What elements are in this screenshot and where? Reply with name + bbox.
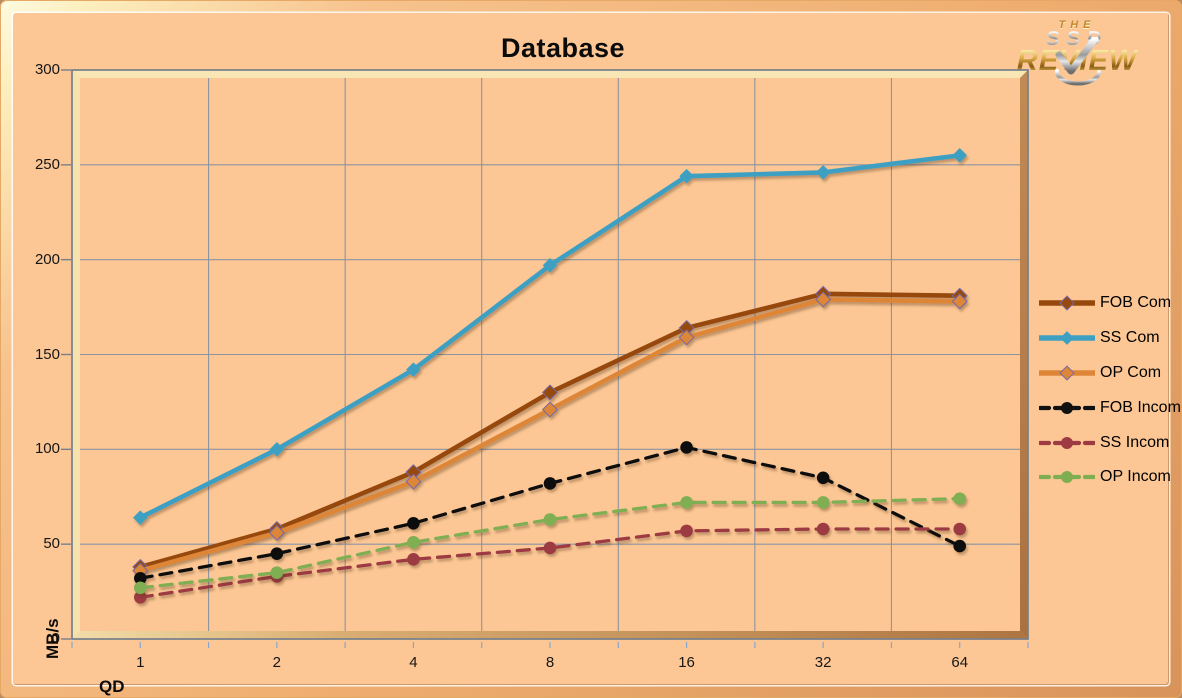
- x-tick-label: 2: [272, 654, 282, 671]
- series-fob-incom: [133, 441, 967, 585]
- x-tick-label: 16: [678, 654, 695, 671]
- legend-swatch: [1039, 401, 1095, 414]
- series-op-com: [132, 291, 968, 579]
- series-marker: [407, 535, 420, 549]
- x-tick-label: 4: [409, 654, 418, 671]
- series-marker: [680, 496, 693, 509]
- series-marker: [407, 553, 420, 566]
- series-marker: [268, 524, 285, 541]
- series-marker: [407, 517, 420, 530]
- series-line: [137, 153, 963, 520]
- series-marker: [679, 168, 694, 184]
- series-marker: [406, 362, 421, 377]
- series-marker: [816, 471, 830, 485]
- series-marker: [1061, 401, 1073, 414]
- bevel-top: [72, 70, 1028, 78]
- legend-label: OP Incom: [1100, 468, 1171, 486]
- bevel-left: [72, 70, 80, 639]
- x-tick-label: 32: [814, 654, 832, 671]
- legend-swatch: [1039, 331, 1095, 346]
- series-marker: [133, 590, 147, 604]
- bevel-bottom: [72, 631, 1028, 639]
- legend-item-fob-com: FOB Com: [1039, 286, 1182, 321]
- y-tick-label: 50: [43, 535, 60, 553]
- series-marker: [133, 581, 147, 595]
- series-ss-com: [132, 148, 968, 525]
- chart-surface: Database THE SSD REVIEW 0 50 100 150 200 250 3…: [13, 13, 1181, 696]
- x-tick-label: 64: [951, 654, 969, 671]
- series-op-incom: [133, 492, 967, 595]
- legend-item-fob-incom: FOB Incom: [1039, 390, 1182, 425]
- series-marker: [816, 496, 830, 509]
- chart-title: Database: [500, 33, 626, 63]
- series-marker: [1059, 365, 1075, 381]
- series-marker: [951, 293, 968, 310]
- legend-label: OP Com: [1100, 363, 1162, 381]
- legend-swatch: [1039, 436, 1095, 449]
- series-marker: [541, 401, 559, 418]
- logo-the-text: THE: [1058, 19, 1096, 31]
- legend-label: FOB Incom: [1100, 398, 1181, 416]
- x-axis-title: QD: [99, 677, 125, 696]
- series-fob-com: [132, 285, 968, 575]
- y-tick-label: 200: [34, 250, 60, 268]
- series-marker: [953, 539, 967, 553]
- legend-swatch: [1039, 295, 1095, 312]
- series-marker: [270, 566, 284, 579]
- series-marker: [815, 165, 831, 180]
- series-marker: [132, 510, 148, 525]
- series-marker: [405, 473, 422, 490]
- y-tick-label: 300: [34, 61, 60, 78]
- series-marker: [953, 492, 967, 505]
- y-tick-label: 0: [51, 630, 60, 647]
- legend-item-op-incom: OP Incom: [1039, 460, 1182, 495]
- series-marker: [543, 477, 557, 490]
- series-marker: [269, 442, 285, 457]
- series-marker: [270, 547, 284, 560]
- legend-item-op-com: OP Com: [1039, 356, 1182, 391]
- x-tick-label: 1: [136, 654, 145, 671]
- series-line: [138, 445, 962, 580]
- series-marker: [815, 291, 832, 308]
- legend-item-ss-com: SS Com: [1039, 321, 1182, 356]
- legend-label: FOB Com: [1100, 294, 1172, 312]
- series-line: [138, 527, 962, 599]
- series-marker: [1059, 295, 1075, 312]
- legend-label: SS Incom: [1100, 433, 1170, 451]
- series-marker: [133, 572, 147, 585]
- legend-label: SS Com: [1100, 329, 1160, 347]
- legend-swatch: [1039, 471, 1095, 484]
- series-marker: [541, 384, 559, 401]
- y-tick-label: 250: [34, 155, 60, 173]
- series-marker: [953, 522, 967, 536]
- y-tick-label: 150: [34, 345, 60, 363]
- plot-border: [71, 69, 1029, 640]
- series-marker: [952, 148, 968, 163]
- series-marker: [680, 441, 693, 454]
- series-marker: [543, 541, 557, 555]
- series-marker: [542, 258, 558, 273]
- series-marker: [1061, 436, 1073, 449]
- series-marker: [543, 513, 557, 526]
- legend-swatch: [1039, 365, 1095, 381]
- series-marker: [678, 329, 695, 346]
- series-marker: [816, 522, 830, 536]
- legend-item-ss-incom: SS Incom: [1039, 425, 1182, 460]
- series-line: [137, 291, 963, 570]
- series-marker: [680, 524, 693, 538]
- x-tick-label: 8: [545, 654, 555, 671]
- legend: FOB Com SS Com OP Com FOB Incom SS Incom OP I…: [1039, 286, 1182, 495]
- series-marker: [1061, 471, 1073, 484]
- series-marker: [1060, 331, 1074, 346]
- bevel-right: [1020, 70, 1028, 639]
- y-tick-label: 100: [34, 440, 60, 458]
